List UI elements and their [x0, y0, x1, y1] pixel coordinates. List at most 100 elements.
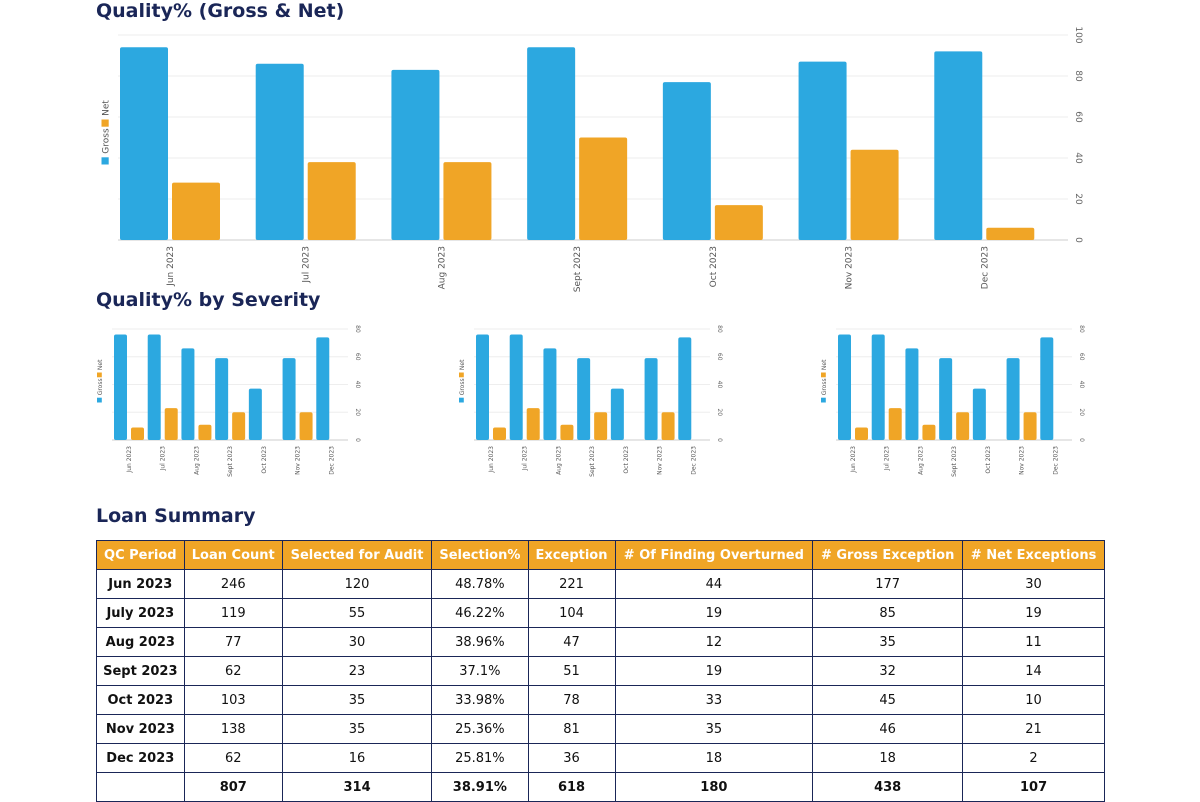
table-cell: 33: [614, 685, 814, 715]
table-cell: Aug 2023: [96, 627, 185, 657]
bar-gross: [838, 334, 851, 440]
bar-gross: [509, 334, 523, 440]
table-row: Dec 2023 62 16 25.81% 36 18 18 2: [96, 743, 1105, 773]
legend-label: Net: [821, 359, 828, 370]
legend-label: Net: [459, 359, 466, 370]
bar-net: [198, 424, 212, 440]
bar-gross: [181, 348, 195, 440]
column-header: QC Period: [96, 540, 185, 570]
x-tick-label: Sept 2023: [589, 446, 596, 477]
x-tick-label: Dec 2023: [328, 446, 335, 475]
table-cell: 32: [812, 656, 964, 686]
column-header: # Gross Exception: [812, 540, 964, 570]
column-header: # Of Finding Overturned: [614, 540, 814, 570]
table-cell: 618: [527, 772, 616, 802]
legend-swatch: [97, 372, 102, 378]
main-chart-title: Quality% (Gross & Net): [96, 0, 345, 22]
table-cell: 51: [527, 656, 616, 686]
x-tick-label: Sept 2023: [227, 446, 234, 477]
bar-gross: [678, 337, 692, 440]
table-cell: 38.91%: [431, 772, 529, 802]
y-tick-label: 20: [1073, 193, 1083, 205]
table-cell: 44: [614, 569, 814, 599]
legend-swatch: [821, 397, 826, 403]
table-cell: 18: [812, 743, 964, 773]
table-cell: July 2023: [96, 598, 185, 628]
bar-net: [560, 424, 574, 440]
y-tick-label: 80: [1073, 70, 1083, 82]
table-cell: 30: [281, 627, 433, 657]
bar-gross: [610, 388, 624, 440]
table-cell: 36: [527, 743, 616, 773]
legend-label: Net: [102, 100, 112, 116]
table-row: Jun 2023 246 120 48.78% 221 44 177 30: [96, 569, 1105, 599]
legend-label: Gross: [102, 128, 112, 154]
x-tick-label: Jun 2023: [850, 446, 857, 474]
x-tick-label: Sept 2023: [573, 246, 583, 292]
table-row: Aug 2023 77 30 38.96% 47 12 35 11: [96, 627, 1105, 657]
y-tick-label: 40: [354, 381, 361, 389]
bar-gross: [798, 61, 847, 241]
loan-summary-title: Loan Summary: [96, 505, 256, 527]
table-cell: 120: [281, 569, 433, 599]
table-cell: 18: [614, 743, 814, 773]
x-tick-label: Nov 2023: [845, 246, 855, 289]
legend-swatch: [459, 372, 464, 378]
legend-swatch: [101, 157, 109, 165]
table-cell: 438: [812, 772, 964, 802]
y-tick-label: 40: [1078, 381, 1085, 389]
table-cell: 55: [281, 598, 433, 628]
table-cell: 47: [527, 627, 616, 657]
x-tick-label: Jul 2023: [160, 446, 167, 472]
bar-net: [986, 227, 1035, 240]
bar-gross: [282, 358, 296, 440]
bar-gross: [215, 358, 229, 440]
y-tick-label: 80: [716, 325, 723, 333]
bar-net: [714, 205, 763, 240]
table-cell: 807: [183, 772, 283, 802]
x-tick-label: Jul 2023: [302, 246, 312, 284]
bar-gross: [248, 388, 262, 440]
bar-gross: [255, 63, 304, 241]
table-cell: [96, 772, 185, 802]
column-header: Loan Count: [183, 540, 283, 570]
legend-label: Net: [97, 359, 104, 370]
table-cell: 119: [183, 598, 283, 628]
table-cell: 62: [183, 656, 283, 686]
x-tick-label: Aug 2023: [437, 246, 447, 289]
bar-gross: [147, 334, 161, 440]
y-tick-label: 20: [716, 408, 723, 416]
bar-net: [850, 149, 899, 240]
bar-gross: [577, 358, 591, 440]
table-cell: 35: [614, 714, 814, 744]
bar-net: [232, 412, 246, 440]
loan-summary-table: QC Period Loan Count Selected for Audit Sel…: [96, 540, 1105, 802]
table-cell: 2: [962, 743, 1105, 773]
x-tick-label: Jul 2023: [884, 446, 891, 472]
table-cell: 30: [962, 569, 1105, 599]
y-tick-label: 60: [716, 353, 723, 361]
x-tick-label: Nov 2023: [295, 446, 302, 475]
table-cell: 11: [962, 627, 1105, 657]
x-tick-label: Oct 2023: [709, 246, 719, 287]
table-cell: 78: [527, 685, 616, 715]
bar-net: [956, 412, 970, 440]
y-tick-label: 20: [1078, 408, 1085, 416]
bar-gross: [939, 358, 953, 440]
bar-gross: [543, 348, 557, 440]
bar-net: [493, 427, 506, 440]
table-cell: 19: [614, 598, 814, 628]
table-cell: 104: [527, 598, 616, 628]
y-tick-label: 0: [1078, 438, 1085, 442]
table-cell: 23: [281, 656, 433, 686]
total-row: 807 314 38.91% 618 180 438 107: [96, 772, 1105, 802]
x-tick-label: Dec 2023: [690, 446, 697, 475]
table-cell: 14: [962, 656, 1105, 686]
table-cell: 85: [812, 598, 964, 628]
bar-gross: [662, 82, 711, 241]
table-cell: 16: [281, 743, 433, 773]
table-cell: 21: [962, 714, 1105, 744]
legend-swatch: [101, 119, 109, 127]
table-cell: 25.36%: [431, 714, 529, 744]
column-header: Exception: [527, 540, 616, 570]
